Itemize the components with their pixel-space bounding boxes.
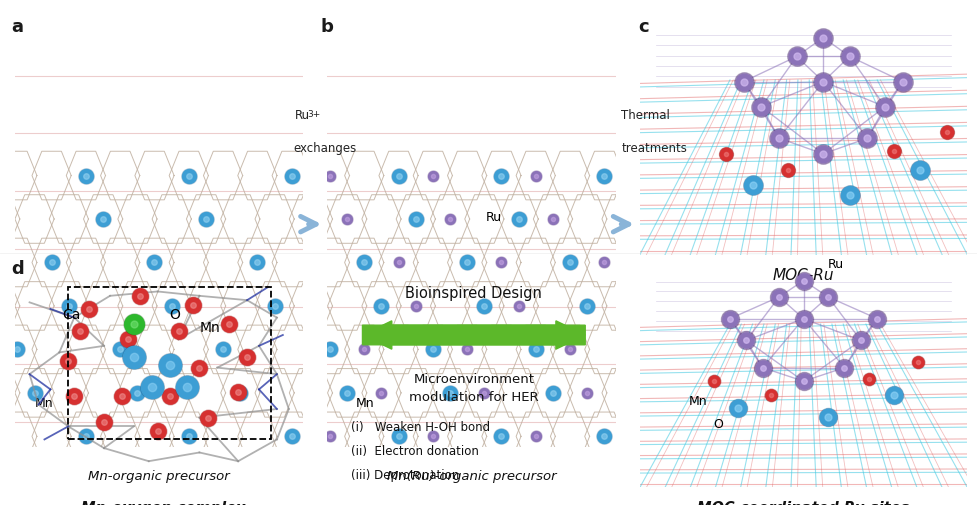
Text: (i)   Weaken H-OH bond: (i) Weaken H-OH bond xyxy=(351,420,489,433)
Text: O: O xyxy=(713,417,723,430)
Text: Ru: Ru xyxy=(486,211,502,224)
Text: (iii) Deprotonation: (iii) Deprotonation xyxy=(351,468,459,481)
Text: O: O xyxy=(170,307,181,321)
Text: Ru: Ru xyxy=(295,109,310,122)
Text: Mn-oxygen complex: Mn-oxygen complex xyxy=(81,500,246,505)
Text: Mn: Mn xyxy=(35,396,54,409)
Text: exchanges: exchanges xyxy=(293,141,357,155)
Text: c: c xyxy=(638,18,649,36)
FancyArrow shape xyxy=(362,321,585,349)
Text: Mn: Mn xyxy=(357,396,375,409)
Text: MOC coordinated Ru sites: MOC coordinated Ru sites xyxy=(698,500,910,505)
Text: treatments: treatments xyxy=(621,141,687,155)
Text: (ii)  Electron donation: (ii) Electron donation xyxy=(351,444,479,457)
Text: Ru: Ru xyxy=(828,257,844,270)
Text: Mn(Ru)-organic precursor: Mn(Ru)-organic precursor xyxy=(387,470,556,483)
Text: 3+: 3+ xyxy=(308,110,321,119)
Text: Mn-organic precursor: Mn-organic precursor xyxy=(88,470,230,483)
Text: a: a xyxy=(12,18,23,36)
FancyArrow shape xyxy=(362,321,585,349)
Text: b: b xyxy=(320,18,333,36)
Text: Mn: Mn xyxy=(689,394,707,407)
Text: Thermal: Thermal xyxy=(621,109,670,122)
Text: MOC-Ru: MOC-Ru xyxy=(773,268,834,283)
Text: d: d xyxy=(12,259,24,277)
Text: Microenvironment
modulation for HER: Microenvironment modulation for HER xyxy=(409,372,538,403)
Text: Mn: Mn xyxy=(199,320,220,334)
Text: Bioinspired Design: Bioinspired Design xyxy=(405,285,542,300)
Text: Ca: Ca xyxy=(62,307,80,321)
